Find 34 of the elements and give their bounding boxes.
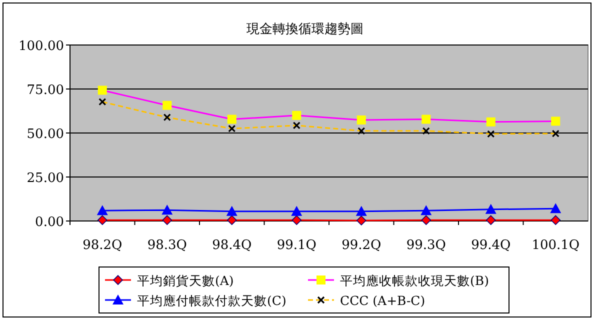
point: [162, 204, 173, 215]
x-tick-label: 99.1Q: [276, 238, 316, 253]
x-tick-label: 99.4Q: [471, 238, 511, 253]
legend-label: 平均應收帳款收現天數(B): [340, 273, 489, 288]
point: [226, 215, 237, 226]
point: [96, 205, 108, 216]
point: [226, 206, 238, 216]
point: [550, 215, 561, 226]
point: [550, 203, 562, 214]
x-tick-label: 100.1Q: [532, 238, 580, 253]
chart-title: 現金轉換循環趨勢圖: [246, 22, 364, 37]
point: [162, 215, 172, 226]
y-tick-label: 50.00: [26, 127, 64, 142]
x-tick-label: 99.3Q: [406, 238, 446, 253]
y-tick-label: 100.00: [18, 39, 64, 54]
x-tick-label: 98.4Q: [212, 238, 252, 253]
point: [356, 206, 367, 216]
y-tick-label: 25.00: [26, 171, 64, 186]
point: [421, 215, 432, 226]
legend-label: 平均銷貨天數(A): [137, 273, 234, 288]
legend-label: 平均應付帳款付款天數(C): [137, 293, 286, 308]
point: [420, 205, 432, 216]
y-tick-label: 0.00: [35, 215, 64, 230]
point: [97, 215, 108, 226]
x-tick-label: 99.2Q: [342, 238, 382, 253]
point: [356, 216, 366, 226]
x-tick-label: 98.2Q: [82, 238, 122, 253]
point: [291, 206, 302, 216]
point: [486, 215, 496, 226]
point: [485, 204, 496, 214]
point: [292, 215, 302, 226]
y-tick-label: 75.00: [26, 83, 64, 98]
legend-label: CCC (A+B-C): [340, 293, 426, 308]
x-tick-label: 98.3Q: [147, 238, 187, 253]
